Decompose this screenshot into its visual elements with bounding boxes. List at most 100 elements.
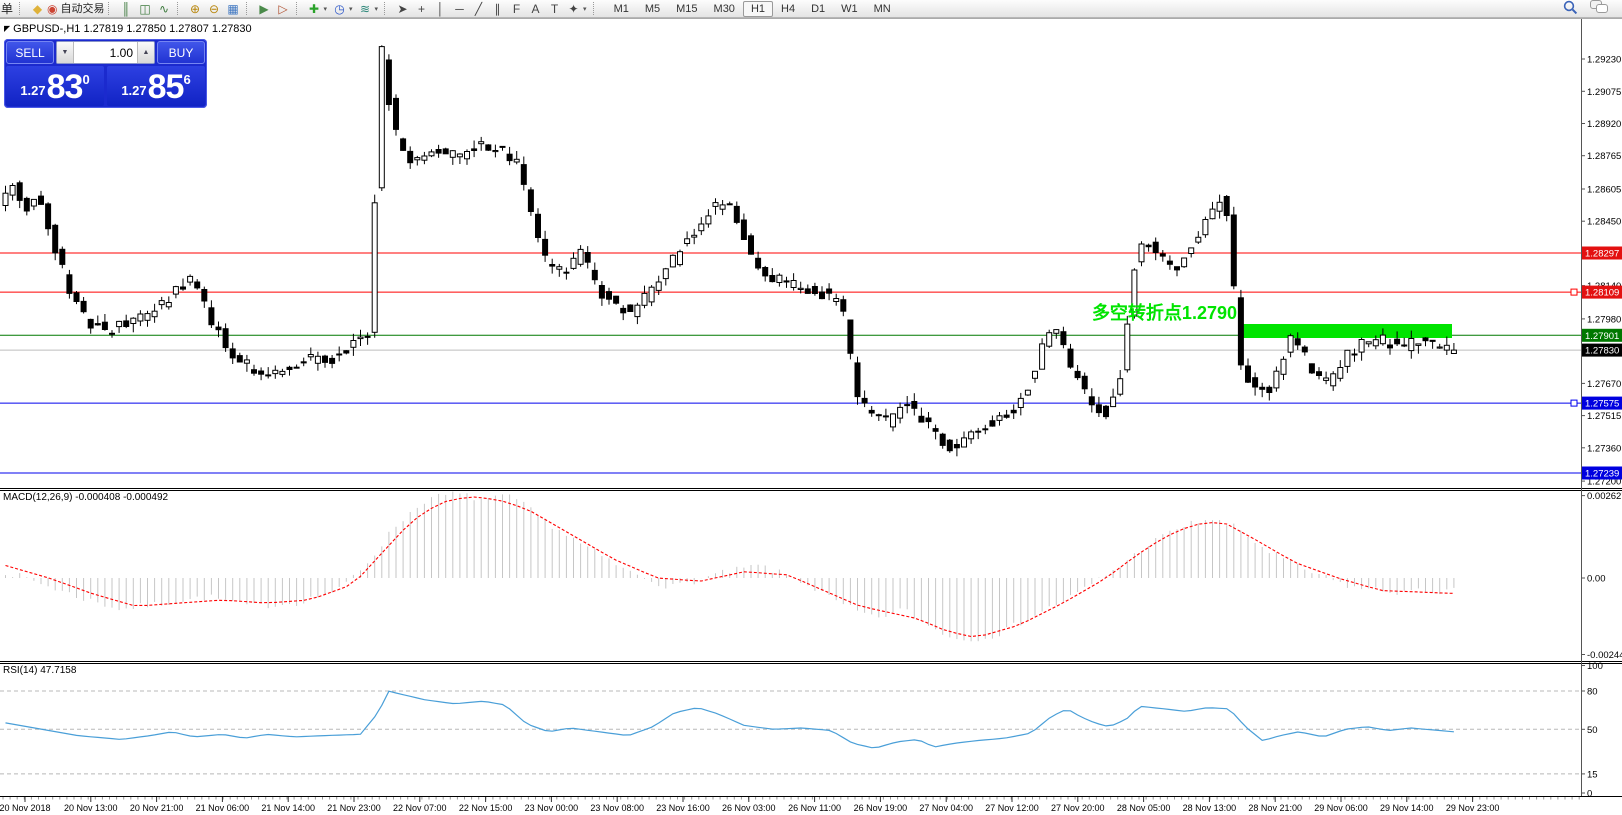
zoom-out-icon[interactable]: ⊖ xyxy=(208,1,220,16)
line-chart-icon[interactable]: ∿ xyxy=(158,1,170,16)
macd-histogram xyxy=(5,491,1455,642)
time-axis-label: 26 Nov 03:00 xyxy=(722,803,776,813)
volume-up-button[interactable]: ▲ xyxy=(137,42,154,63)
volume-down-button[interactable]: ▼ xyxy=(57,42,74,63)
buy-price-display[interactable]: 1.27 85 6 xyxy=(107,66,205,106)
level-price-label: 1.27239 xyxy=(1585,469,1619,480)
buy-button[interactable]: BUY xyxy=(157,41,205,64)
sell-price-display[interactable]: 1.27 83 0 xyxy=(6,66,104,106)
rsi-axis-label: 0 xyxy=(1587,789,1592,800)
level-price-label: 1.27830 xyxy=(1585,346,1619,357)
text-icon[interactable]: A xyxy=(531,1,540,16)
rsi-line xyxy=(5,690,1454,749)
rsi-level-lines xyxy=(0,690,1581,775)
highlight-rectangle[interactable] xyxy=(1243,324,1452,338)
periods-clock-icon[interactable]: ◷ xyxy=(334,1,345,16)
text-label-icon[interactable]: T xyxy=(550,1,559,16)
crosshair-icon[interactable]: + xyxy=(418,1,426,16)
chart-shift-icon[interactable]: ▷ xyxy=(278,1,288,16)
time-axis-label: 29 Nov 23:00 xyxy=(1446,803,1500,813)
tile-windows-icon[interactable]: ▦ xyxy=(227,1,239,16)
time-axis-label: 29 Nov 14:00 xyxy=(1380,803,1434,813)
auto-trading-icon[interactable]: ◉ 自动交易 xyxy=(47,1,105,16)
time-axis[interactable]: 20 Nov 2018 20 Nov 13:00 20 Nov 21:00 21 No… xyxy=(0,797,1580,813)
price-axis[interactable]: 1.29230 1.29075 1.28920 1.28765 1.28605 1.284… xyxy=(1570,19,1622,800)
cursor-icon[interactable]: ➤ xyxy=(397,1,408,16)
rsi-axis-label: 50 xyxy=(1587,725,1598,736)
macd-axis-label: 0.00 xyxy=(1587,574,1606,585)
templates-icon[interactable]: ≋ xyxy=(360,1,371,16)
price-axis-label: 1.29075 xyxy=(1587,87,1621,98)
volume-input[interactable] xyxy=(74,42,137,63)
macd-axis-label: -0.00244 xyxy=(1587,650,1622,661)
sell-button[interactable]: SELL xyxy=(6,41,54,64)
add-indicator-icon[interactable]: ✚ xyxy=(308,1,320,16)
fibonacci-icon[interactable]: F xyxy=(512,1,521,16)
timeframe-mn[interactable]: MN xyxy=(873,2,891,15)
time-axis-label: 26 Nov 11:00 xyxy=(788,803,841,813)
toolbar-separator xyxy=(295,2,302,15)
new-order-icon[interactable]: ◆ xyxy=(32,1,43,16)
add-indicator-icon-dropdown[interactable]: ▾ xyxy=(323,5,328,13)
equidistant-channel-icon[interactable]: ∥ xyxy=(494,1,501,16)
time-axis-label: 23 Nov 08:00 xyxy=(590,803,644,813)
auto-scroll-icon[interactable]: ▶ xyxy=(259,1,269,16)
time-axis-label: 27 Nov 04:00 xyxy=(919,803,973,813)
time-axis-label: 22 Nov 07:00 xyxy=(393,803,447,813)
time-axis-label: 20 Nov 2018 xyxy=(0,803,51,813)
chart-title-text: GBPUSD-,H1 1.27819 1.27850 1.27807 1.278… xyxy=(13,23,252,35)
toolbar-separator xyxy=(592,2,599,15)
time-axis-label: 27 Nov 12:00 xyxy=(985,803,1039,813)
panel-separators[interactable] xyxy=(0,18,1622,797)
timeframe-m15[interactable]: M15 xyxy=(676,2,698,15)
timeframe-m30[interactable]: M30 xyxy=(713,2,735,15)
timeframe-h4[interactable]: H4 xyxy=(781,2,796,15)
level-price-label: 1.27575 xyxy=(1585,399,1619,410)
chat-icon[interactable] xyxy=(1590,0,1608,17)
chart-symbol-title: ◤ GBPUSD-,H1 1.27819 1.27850 1.27807 1.27… xyxy=(4,23,252,35)
volume-spinner: ▼ ▲ xyxy=(56,41,155,64)
time-axis-label: 21 Nov 06:00 xyxy=(196,803,250,813)
time-axis-label: 20 Nov 21:00 xyxy=(130,803,184,813)
arrows-icon[interactable]: ✦ xyxy=(568,1,579,16)
price-axis-label: 1.28920 xyxy=(1587,119,1621,130)
time-axis-label: 21 Nov 23:00 xyxy=(327,803,381,813)
sell-price-big: 83 xyxy=(46,68,84,107)
macd-signal-line xyxy=(5,496,1454,638)
macd-axis-label: 0.002627 xyxy=(1587,491,1622,502)
new-order-partial-label[interactable]: 单 xyxy=(1,2,14,16)
timeframe-m5[interactable]: M5 xyxy=(644,2,661,15)
periods-clock-icon-dropdown[interactable]: ▾ xyxy=(349,5,353,13)
buy-price-big: 85 xyxy=(147,68,185,107)
sell-price-prefix: 1.27 xyxy=(20,83,46,98)
vertical-line-icon[interactable]: │ xyxy=(436,1,445,16)
rsi-axis-label: 80 xyxy=(1587,687,1598,698)
candlestick-chart-icon[interactable]: ◫ xyxy=(139,1,151,16)
svg-text:多空转折点1.2790: 多空转折点1.2790 xyxy=(1092,302,1237,323)
trendline-icon[interactable]: ╱ xyxy=(474,1,483,16)
rsi-label: RSI(14) 47.7158 xyxy=(3,665,77,676)
horizontal-line-icon[interactable]: ─ xyxy=(455,1,464,16)
level-price-label: 1.28297 xyxy=(1585,249,1619,260)
price-axis-label: 1.28605 xyxy=(1587,185,1621,196)
level-price-label: 1.28109 xyxy=(1585,288,1619,299)
timeframe-d1[interactable]: D1 xyxy=(811,2,826,15)
zoom-in-icon[interactable]: ⊕ xyxy=(189,1,201,16)
toolbar-separator xyxy=(245,2,252,15)
time-axis-label: 26 Nov 19:00 xyxy=(854,803,908,813)
auto-trading-icon-label: 自动交易 xyxy=(60,2,105,15)
timeframe-m1[interactable]: M1 xyxy=(613,2,629,15)
templates-icon-dropdown[interactable]: ▾ xyxy=(374,5,379,13)
bar-chart-icon[interactable]: ║ xyxy=(121,1,131,16)
turning-point-annotation[interactable]: 多空转折点1.2790 xyxy=(1092,302,1237,323)
toolbar-right-icons xyxy=(1563,0,1608,18)
timeframe-toolbar: M1 M5 M15 M30 H1 H4 D1 W1 MN xyxy=(606,0,899,17)
search-icon[interactable] xyxy=(1563,0,1578,18)
timeframe-h1[interactable]: H1 xyxy=(742,0,773,17)
timeframe-w1[interactable]: W1 xyxy=(841,2,858,15)
rsi-axis-label: 15 xyxy=(1587,769,1598,780)
arrows-icon-dropdown[interactable]: ▾ xyxy=(583,5,587,13)
macd-label: MACD(12,26,9) -0.000408 -0.000492 xyxy=(3,492,169,503)
